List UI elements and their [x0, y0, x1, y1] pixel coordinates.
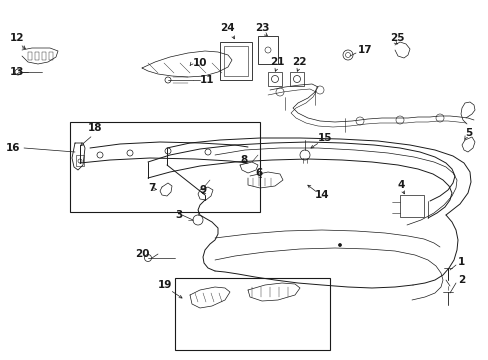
- Text: 11: 11: [200, 75, 214, 85]
- Text: 7: 7: [148, 183, 155, 193]
- Circle shape: [338, 243, 341, 247]
- Bar: [175, 278, 329, 350]
- Bar: [258, 36, 278, 64]
- Text: 4: 4: [397, 180, 405, 190]
- Text: 12: 12: [10, 33, 24, 43]
- Text: 3: 3: [175, 210, 182, 220]
- Text: 6: 6: [254, 168, 262, 178]
- Text: 24: 24: [220, 23, 234, 33]
- Text: 22: 22: [291, 57, 306, 67]
- Bar: [42, 52, 46, 60]
- Bar: [28, 52, 32, 60]
- Text: 25: 25: [389, 33, 404, 43]
- Bar: [399, 195, 423, 217]
- Bar: [49, 52, 53, 60]
- Bar: [35, 52, 39, 60]
- Text: 2: 2: [457, 275, 464, 285]
- Text: 8: 8: [240, 155, 247, 165]
- Text: 14: 14: [314, 190, 329, 200]
- Text: 21: 21: [269, 57, 284, 67]
- Bar: [224, 46, 247, 76]
- Text: 13: 13: [10, 67, 24, 77]
- Text: 18: 18: [88, 123, 102, 133]
- Text: 9: 9: [200, 185, 207, 195]
- Text: 20: 20: [135, 249, 149, 259]
- Bar: [76, 155, 84, 166]
- Text: 16: 16: [6, 143, 20, 153]
- Text: 15: 15: [317, 133, 332, 143]
- Text: 10: 10: [193, 58, 207, 68]
- Text: 17: 17: [357, 45, 372, 55]
- Bar: [267, 72, 282, 86]
- Bar: [220, 42, 251, 80]
- Text: 1: 1: [457, 257, 464, 267]
- Text: 19: 19: [158, 280, 172, 290]
- Text: 5: 5: [464, 128, 471, 138]
- Text: 23: 23: [254, 23, 269, 33]
- Bar: [70, 122, 260, 212]
- Bar: [289, 72, 304, 86]
